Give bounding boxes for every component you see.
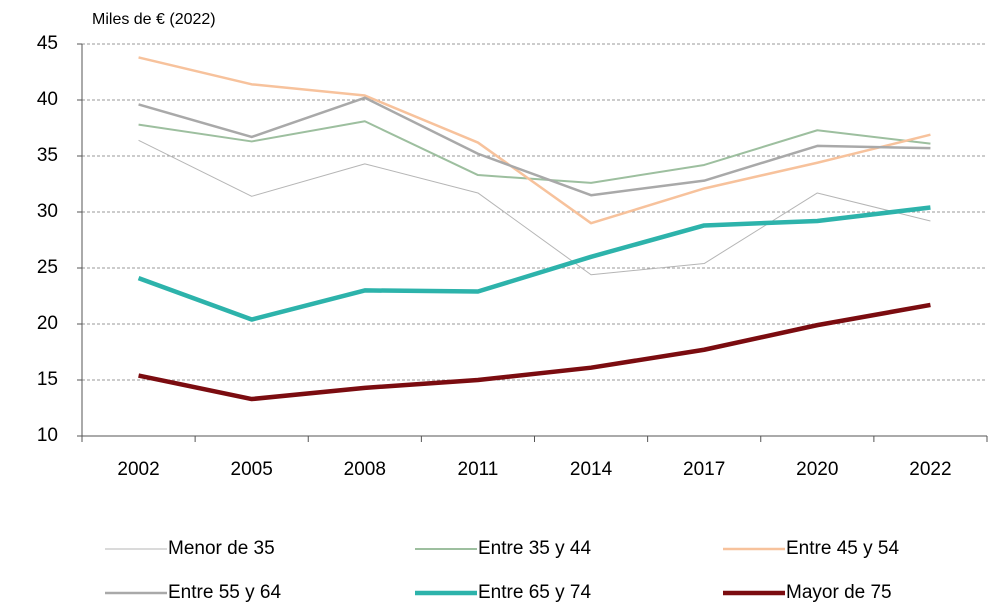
series-line [138, 96, 931, 197]
y-tick-label: 40 [37, 89, 58, 110]
y-tick-label: 25 [37, 257, 58, 278]
x-tick-label: 2005 [231, 459, 273, 480]
legend-label: Mayor de 75 [786, 582, 892, 603]
y-tick-label: 30 [37, 201, 58, 222]
series-line [138, 302, 931, 402]
legend-label: Entre 35 y 44 [478, 538, 591, 559]
legend-label: Entre 65 y 74 [478, 582, 591, 603]
legend-label: Entre 55 y 64 [168, 582, 281, 603]
y-tick-label: 20 [37, 313, 58, 334]
x-tick-label: 2020 [796, 459, 838, 480]
series-line [137, 205, 931, 322]
y-tick-label: 10 [37, 425, 58, 446]
y-tick-label: 15 [37, 369, 58, 390]
x-tick-label: 2008 [344, 459, 386, 480]
series-line [138, 139, 931, 276]
x-tick-label: 2011 [458, 459, 499, 480]
x-tick-label: 2017 [683, 459, 725, 480]
legend-label: Menor de 35 [168, 538, 275, 559]
series-line [138, 56, 931, 225]
legend-label: Entre 45 y 54 [786, 538, 899, 559]
y-tick-label: 45 [37, 33, 58, 54]
y-axis-label: Miles de € (2022) [92, 11, 216, 28]
series-line [138, 120, 931, 184]
x-tick-label: 2002 [117, 459, 159, 480]
y-tick-label: 35 [37, 145, 58, 166]
x-tick-label: 2014 [570, 459, 613, 480]
x-tick-label: 2022 [909, 459, 951, 480]
